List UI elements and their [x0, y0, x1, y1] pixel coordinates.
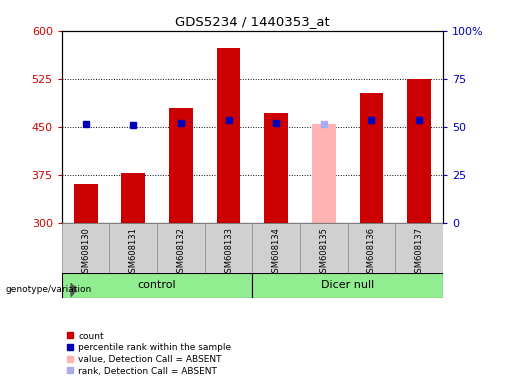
Legend: count, percentile rank within the sample, value, Detection Call = ABSENT, rank, : count, percentile rank within the sample… [66, 331, 231, 376]
Bar [204, 223, 252, 275]
Text: genotype/variation: genotype/variation [5, 285, 91, 295]
Bar [300, 223, 348, 275]
Text: GSM608136: GSM608136 [367, 227, 376, 278]
Bar [122, 173, 145, 223]
Bar [348, 223, 395, 275]
Bar [62, 223, 109, 275]
Bar [407, 79, 431, 223]
Text: GSM608132: GSM608132 [177, 227, 185, 278]
Bar [312, 124, 336, 223]
Bar [395, 223, 443, 275]
Bar [252, 273, 443, 298]
Text: Dicer null: Dicer null [321, 280, 374, 290]
Text: GSM608130: GSM608130 [81, 227, 90, 278]
Bar [264, 113, 288, 223]
Text: GSM608134: GSM608134 [272, 227, 281, 278]
Text: GSM608135: GSM608135 [319, 227, 328, 278]
Bar [169, 108, 193, 223]
Bar [252, 223, 300, 275]
Text: control: control [138, 280, 176, 290]
Bar [217, 48, 241, 223]
Bar [74, 184, 97, 223]
Bar [109, 223, 157, 275]
Text: GSM608137: GSM608137 [415, 227, 423, 278]
Bar [62, 273, 252, 298]
Title: GDS5234 / 1440353_at: GDS5234 / 1440353_at [175, 15, 330, 28]
Text: GSM608133: GSM608133 [224, 227, 233, 278]
Bar [359, 93, 383, 223]
Text: GSM608131: GSM608131 [129, 227, 138, 278]
Polygon shape [71, 283, 76, 296]
Bar [157, 223, 204, 275]
